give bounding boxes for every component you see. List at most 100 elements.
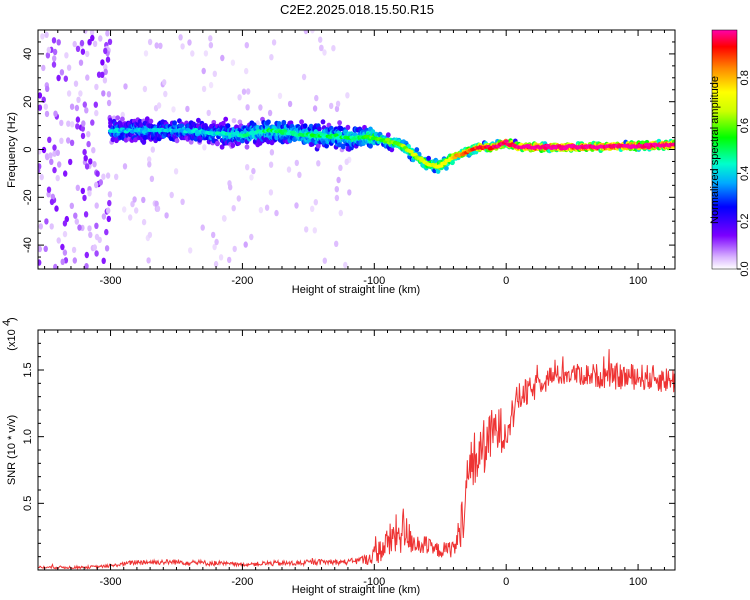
heatmap-cell (414, 147, 420, 153)
heatmap-cell (107, 191, 113, 198)
heatmap-cell (230, 59, 236, 66)
heatmap-cell (268, 189, 274, 196)
heatmap-cell (46, 186, 52, 193)
heatmap-cell (84, 263, 89, 269)
heatmap-cell (62, 170, 68, 177)
heatmap-cell (142, 85, 148, 93)
heatmap-cell (51, 37, 57, 44)
heatmap-cell (241, 88, 247, 95)
heatmap-cell (324, 143, 329, 149)
y-tick-label: -20 (22, 189, 34, 205)
heatmap-cell (87, 225, 92, 232)
heatmap-cell (90, 119, 95, 126)
heatmap-cell (174, 138, 180, 144)
heatmap-cell (92, 40, 98, 47)
heatmap-cell (304, 226, 309, 233)
heatmap-cell (236, 140, 242, 146)
y-tick-label: 1.0 (22, 429, 34, 444)
snr-line-series (38, 349, 675, 570)
heatmap-cell (143, 50, 149, 57)
heatmap-cell (442, 161, 448, 166)
heatmap-cell (38, 245, 42, 253)
heatmap-cell (214, 238, 219, 246)
heatmap-cell (154, 42, 159, 49)
heatmap-cell (52, 55, 57, 62)
x-tick-label: -100 (363, 275, 385, 287)
colorbar-ticks: 0.0 0.2 0.4 0.6 0.8 (737, 70, 750, 277)
heatmap-cell (200, 224, 205, 231)
heatmap-cell (389, 147, 395, 153)
spectrogram-heatmap (38, 30, 675, 269)
heatmap-cell (269, 54, 274, 61)
heatmap-cell (75, 45, 81, 52)
heatmap-cell (86, 140, 91, 148)
heatmap-cell (74, 104, 80, 112)
heatmap-cell (101, 90, 106, 97)
heatmap-cell (48, 152, 53, 159)
heatmap-cell (408, 149, 414, 154)
heatmap-cell (155, 205, 161, 212)
heatmap-cell (336, 176, 341, 184)
heatmap-cell (180, 43, 185, 50)
heatmap-cell (105, 172, 111, 179)
y-tick-label: 20 (22, 96, 34, 108)
heatmap-cell (646, 145, 652, 150)
heatmap-cell (317, 126, 322, 132)
heatmap-cell (63, 75, 68, 82)
heatmap-cell (215, 140, 220, 146)
heatmap-cell (269, 149, 275, 156)
heatmap-cell (98, 179, 104, 186)
heatmap-cell (338, 126, 344, 132)
heatmap-cell (120, 111, 125, 119)
heatmap-cell (503, 139, 509, 143)
heatmap-cell (338, 209, 343, 217)
heatmap-cell (85, 74, 90, 81)
heatmap-cell (313, 199, 318, 206)
heatmap-cell (94, 233, 100, 241)
heatmap-cell (80, 132, 86, 140)
heatmap-cell (237, 94, 242, 101)
heatmap-cell (88, 158, 93, 165)
y-tick-label: -40 (22, 237, 34, 253)
heatmap-cell (333, 133, 339, 137)
heatmap-cell (302, 123, 308, 129)
heatmap-cell (196, 117, 201, 123)
heatmap-cell (246, 88, 251, 95)
heatmap-cell (84, 107, 89, 114)
snr-frame (37, 329, 676, 571)
heatmap-cell (211, 231, 216, 239)
heatmap-cell (128, 214, 133, 221)
heatmap-cell (80, 125, 86, 132)
heatmap-cell (75, 116, 81, 123)
heatmap-cell (55, 149, 60, 156)
heatmap-cell (644, 142, 650, 147)
colorbar-tick-label: 0.0 (739, 261, 750, 276)
heatmap-cell (130, 200, 135, 208)
heatmap-cell (249, 233, 254, 241)
snr-y-scale-close: ) (6, 317, 18, 321)
heatmap-cell (225, 123, 231, 129)
heatmap-cell (89, 30, 95, 36)
heatmap-cell (52, 144, 57, 151)
heatmap-cell (85, 50, 90, 58)
heatmap-cell (45, 52, 51, 59)
heatmap-cell (66, 137, 71, 144)
heatmap-cell (106, 207, 111, 214)
heatmap-cell (49, 198, 55, 206)
heatmap-cell (329, 102, 334, 110)
heatmap-cell (38, 259, 42, 266)
heatmap-cell (208, 81, 214, 89)
heatmap-cell (310, 205, 315, 212)
heatmap-cell (101, 213, 107, 220)
heatmap-cell (343, 261, 348, 269)
heatmap-cell (236, 195, 241, 202)
heatmap-cell (66, 90, 72, 97)
heatmap-cell (147, 231, 153, 239)
spectrogram-x-axis: -300 -200 -100 0 100 (44, 30, 665, 287)
heatmap-cell (316, 160, 321, 167)
heatmap-cell (370, 129, 376, 135)
heatmap-cell (299, 119, 304, 125)
heatmap-cell (163, 90, 168, 98)
x-tick-label: -300 (100, 576, 122, 588)
